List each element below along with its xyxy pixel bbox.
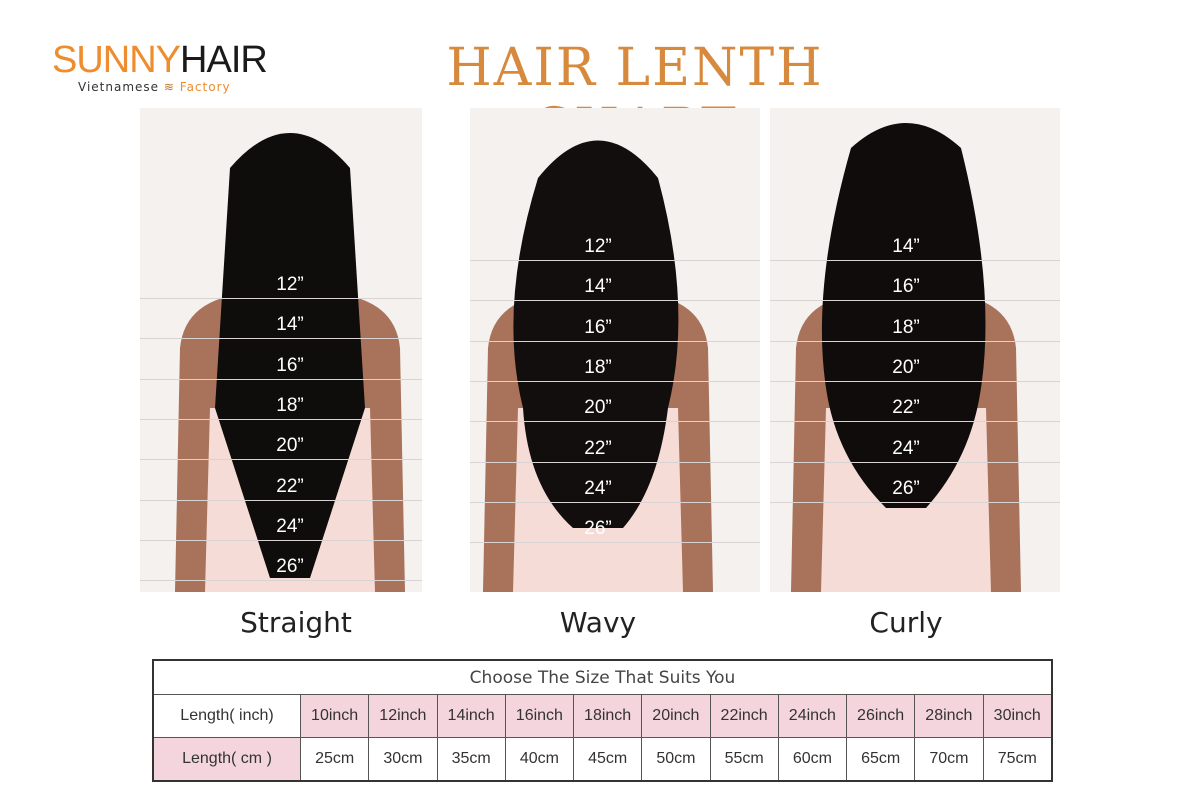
- length-label: 18”: [584, 356, 612, 378]
- inch-cell: 22inch: [709, 694, 779, 738]
- measure-line: [470, 461, 760, 463]
- logo: SUNNYHAIR Vietnamese ≋ Factory: [52, 39, 268, 94]
- measure-line: [470, 380, 760, 382]
- inch-cell: 20inch: [641, 694, 711, 738]
- cm-cell: 50cm: [641, 737, 711, 782]
- length-label: 24”: [276, 515, 304, 537]
- cm-cell: 70cm: [914, 737, 984, 782]
- measure-line: [470, 501, 760, 503]
- measure-line: [140, 378, 422, 380]
- measure-line: [770, 340, 1060, 342]
- logo-tagline-left: Vietnamese: [78, 80, 160, 94]
- cm-cell: 65cm: [845, 737, 916, 782]
- length-label: 16”: [892, 276, 920, 298]
- length-label: 16”: [276, 354, 304, 376]
- style-caption-curly: Curly: [869, 606, 943, 639]
- length-label: 14”: [892, 236, 920, 257]
- length-label: 14”: [584, 276, 612, 298]
- measure-line: [140, 539, 422, 541]
- measure-line: [470, 260, 760, 261]
- measure-line: [140, 338, 422, 340]
- measure-line: [470, 421, 760, 423]
- hair-photo-curly: 14” 16” 18” 20” 22” 24” 26”: [770, 108, 1060, 592]
- logo-brand-sunny: SUNNY: [52, 39, 181, 81]
- row-label-inch: Length( inch): [152, 694, 301, 738]
- measure-line: [770, 300, 1060, 302]
- length-label: 14”: [276, 314, 304, 336]
- cm-cell: 30cm: [368, 737, 438, 782]
- hair-photo-straight: 12” 14” 16” 18” 20” 22” 24” 26”: [140, 108, 422, 592]
- measure-line: [140, 580, 422, 582]
- cm-cell: 35cm: [436, 737, 506, 782]
- measure-line: [770, 421, 1060, 423]
- inch-cell: 14inch: [436, 694, 506, 738]
- inch-cell: 30inch: [982, 694, 1053, 738]
- length-label: 26”: [584, 518, 612, 540]
- table-header: Choose The Size That Suits You: [152, 659, 1053, 695]
- length-label: 20”: [584, 397, 612, 419]
- inch-cell: 18inch: [572, 694, 643, 738]
- measure-line: [140, 499, 422, 501]
- length-label: 20”: [892, 356, 920, 378]
- cm-cell: 75cm: [982, 737, 1053, 782]
- logo-brand-hair: HAIR: [180, 39, 268, 81]
- measure-line: [470, 300, 760, 302]
- measure-line: [140, 418, 422, 420]
- inch-cell: 26inch: [845, 694, 916, 738]
- wave-icon: ≋: [163, 80, 175, 94]
- measure-line: [470, 340, 760, 342]
- length-label: 22”: [584, 437, 612, 459]
- measure-line: [140, 298, 422, 299]
- measure-line: [140, 459, 422, 461]
- length-label: 22”: [276, 475, 304, 497]
- cm-cell: 60cm: [777, 737, 848, 782]
- length-label: 20”: [276, 435, 304, 457]
- style-caption-wavy: Wavy: [559, 606, 637, 639]
- length-label: 12”: [276, 274, 304, 295]
- hair-illustration: [470, 108, 760, 592]
- length-label: 18”: [276, 394, 304, 416]
- length-label: 26”: [892, 477, 920, 499]
- inch-cell: 12inch: [368, 694, 438, 738]
- inch-cell: 16inch: [504, 694, 575, 738]
- length-label: 16”: [584, 316, 612, 338]
- measure-line: [770, 380, 1060, 382]
- length-label: 22”: [892, 397, 920, 419]
- row-label-cm: Length( cm ): [152, 737, 301, 782]
- measure-line: [770, 260, 1060, 261]
- cm-cell: 25cm: [299, 737, 370, 782]
- size-table: Choose The Size That Suits You Length( i…: [152, 659, 1053, 782]
- cm-cell: 55cm: [709, 737, 779, 782]
- inch-cell: 28inch: [914, 694, 984, 738]
- length-label: 24”: [584, 477, 612, 499]
- table-row-cm: Length( cm ) 25cm 30cm 35cm 40cm 45cm 50cm 55cm…: [152, 737, 1053, 782]
- cm-cell: 40cm: [504, 737, 575, 782]
- measure-line: [470, 542, 760, 544]
- hair-photo-wavy: 12” 14” 16” 18” 20” 22” 24” 26”: [470, 108, 760, 592]
- length-label: 12”: [584, 236, 612, 257]
- hair-illustration: [140, 108, 422, 592]
- hair-illustration: [770, 108, 1060, 592]
- length-label: 26”: [276, 556, 304, 578]
- style-caption-straight: Straight: [240, 606, 352, 639]
- table-row-inch: Length( inch) 10inch 12inch 14inch 16inch 18i…: [152, 694, 1053, 738]
- length-label: 18”: [892, 316, 920, 338]
- length-label: 24”: [892, 437, 920, 459]
- measure-line: [770, 461, 1060, 463]
- inch-cell: 10inch: [299, 694, 370, 738]
- cm-cell: 45cm: [572, 737, 643, 782]
- inch-cell: 24inch: [777, 694, 848, 738]
- measure-line: [770, 501, 1060, 503]
- logo-tagline-right: Factory: [179, 80, 231, 94]
